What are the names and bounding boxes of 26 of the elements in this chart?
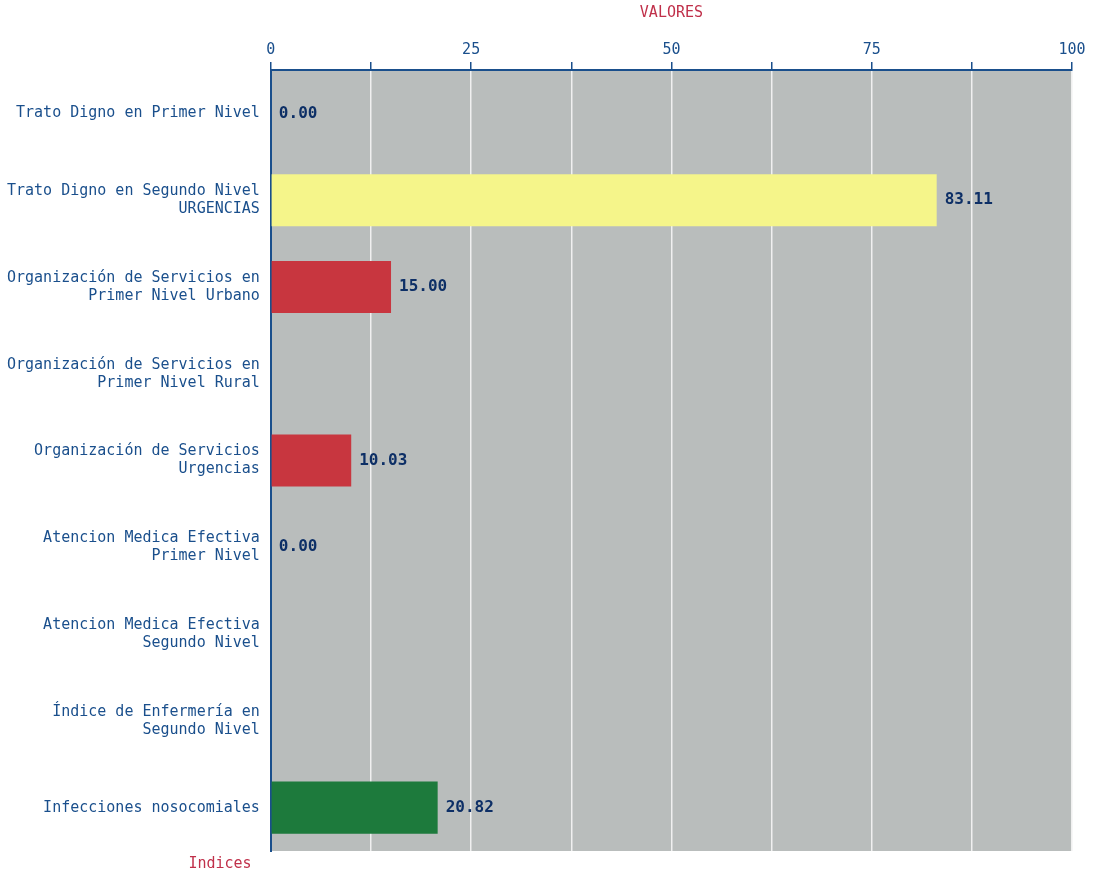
x-axis-title: VALORES [639,2,704,21]
y-tick-label: Atencion Medica Efectiva Primer Nivel [43,528,260,565]
x-tick-label: 25 [462,39,481,58]
data-label: 20.82 [445,796,494,816]
x-tick-label: 75 [862,39,881,58]
x-tick-label: 100 [1058,39,1086,58]
data-label: 0.00 [278,102,318,122]
y-tick-label: Organización de Servicios en Primer Nivel Urbano [6,267,260,304]
y-tick-label: Trato Digno en Primer Nivel [16,103,260,122]
x-tick-label: 0 [266,39,276,58]
y-tick-label: Organización de Servicios Urgencias [34,441,260,478]
y-tick-label: Índice de Enfermería en Segundo Nivel [52,700,260,738]
y-tick-label: Infecciones nosocomiales [43,797,260,816]
bar [271,434,352,487]
y-axis-title: Indices [188,854,252,873]
y-tick-label: Organización de Servicios en Primer Nivel Rural [6,354,260,391]
data-label: 15.00 [399,276,448,296]
data-label: 0.00 [278,536,318,556]
data-label: 10.03 [359,449,408,469]
y-tick-label: Atencion Medica Efectiva Segundo Nivel [43,614,260,651]
bar [271,781,438,834]
x-tick-label: 50 [662,39,681,58]
data-label: 83.11 [944,189,993,209]
y-tick-label: Trato Digno en Segundo Nivel URGENCIAS [6,181,260,218]
bar [271,260,392,313]
bar [271,174,937,227]
